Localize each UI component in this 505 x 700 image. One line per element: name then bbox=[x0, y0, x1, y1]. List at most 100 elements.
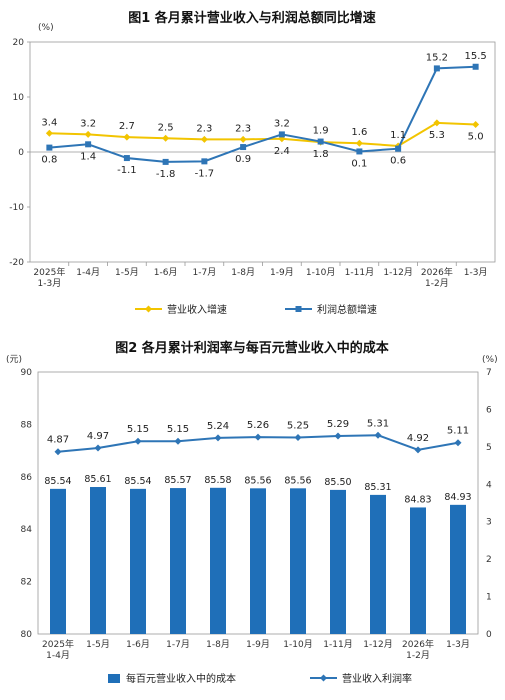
chart1-profit-point bbox=[433, 65, 440, 72]
chart2-cost-data-label: 85.50 bbox=[324, 477, 351, 488]
chart2-margin-point bbox=[454, 439, 462, 447]
chart2-margin-point bbox=[54, 448, 62, 456]
chart2-y-left-tick-label: 86 bbox=[21, 473, 33, 483]
chart2-y-right-tick-label: 1 bbox=[486, 593, 492, 603]
chart2-cost-bar bbox=[130, 488, 146, 634]
chart1-revenue-data-label: 2.4 bbox=[274, 146, 290, 157]
chart2-margin-point bbox=[134, 437, 142, 445]
chart1-profit-point bbox=[85, 141, 92, 148]
chart2-margin-data-label: 5.25 bbox=[287, 421, 309, 432]
chart1-x-tick-label: 1-6月 bbox=[154, 267, 178, 278]
chart1-y-tick-label: 20 bbox=[13, 38, 25, 48]
chart2-y-right-tick-label: 5 bbox=[486, 443, 492, 453]
chart2-cost-data-label: 85.56 bbox=[244, 475, 271, 486]
chart1-revenue-point bbox=[45, 129, 53, 137]
chart2-x-tick-label: 1-5月 bbox=[86, 639, 110, 650]
chart2-cost-data-label: 85.58 bbox=[204, 475, 231, 486]
chart2-cost-data-label: 84.83 bbox=[404, 494, 431, 505]
chart1-profit-data-label: 0.8 bbox=[41, 155, 57, 166]
chart1-profit-point bbox=[278, 131, 285, 138]
chart2-cost-data-label: 85.56 bbox=[284, 475, 311, 486]
chart2-y-right-tick-label: 4 bbox=[486, 480, 492, 490]
chart1-x-tick-label: 1-3月 bbox=[464, 267, 488, 278]
chart1-y-tick-label: -10 bbox=[9, 203, 24, 213]
chart2-margin-point bbox=[334, 432, 342, 440]
chart1-legend-label-profit: 利润总额增速 bbox=[317, 303, 377, 316]
chart1-profit-point bbox=[162, 158, 169, 165]
chart2-cost-bar bbox=[250, 488, 266, 634]
chart2-legend-label-cost: 每百元营业收入中的成本 bbox=[126, 672, 236, 685]
chart2-cost-data-label: 85.54 bbox=[44, 476, 71, 487]
chart1-profit-point bbox=[46, 144, 53, 151]
chart2-margin-point bbox=[214, 434, 222, 442]
chart1-series bbox=[45, 63, 480, 165]
chart1-profit-data-label: 0.1 bbox=[351, 158, 367, 169]
chart1-revenue-data-label: 3.4 bbox=[41, 117, 57, 128]
chart1-revenue-data-label: 2.7 bbox=[119, 121, 135, 132]
chart1-y-tick-label: 10 bbox=[13, 93, 25, 103]
chart2-cost-bar bbox=[50, 488, 66, 634]
chart2-margin-data-label: 4.92 bbox=[407, 433, 429, 444]
chart1-revenue-point bbox=[472, 121, 480, 128]
chart1-profit-data-label: -1.7 bbox=[195, 168, 215, 179]
chart2-legend-swatch-cost bbox=[108, 674, 120, 683]
chart2-cost-bar bbox=[330, 489, 346, 634]
chart2-x-tick-label: 1-10月 bbox=[283, 639, 312, 650]
chart2-cost-bar bbox=[90, 487, 106, 634]
chart1-profit-point bbox=[240, 144, 247, 151]
chart2-cost-data-label: 85.61 bbox=[84, 474, 111, 485]
chart1-revenue-point bbox=[355, 139, 363, 147]
chart1-profit-data-label: 15.5 bbox=[464, 51, 486, 62]
chart1-revenue-point bbox=[162, 134, 170, 142]
chart2-y-right-tick-label: 6 bbox=[486, 405, 492, 415]
chart2-x-tick-label: 1-7月 bbox=[166, 639, 190, 650]
chart1-profit-data-label: 1.9 bbox=[313, 126, 329, 137]
chart2-cost-bar bbox=[290, 488, 306, 634]
chart2-cost-bar bbox=[370, 494, 386, 634]
chart1-revenue-point bbox=[433, 119, 441, 127]
chart1-legend-label-revenue: 营业收入增速 bbox=[167, 303, 227, 316]
chart2-y-right-tick-label: 7 bbox=[486, 368, 492, 378]
chart1-profit-point bbox=[356, 148, 363, 155]
chart2-margin-data-label: 5.26 bbox=[247, 420, 269, 431]
chart2-x-tick-label: 1-8月 bbox=[206, 639, 230, 650]
chart1-revenue-data-label: 5.3 bbox=[429, 130, 445, 141]
chart2-line bbox=[54, 431, 462, 456]
chart2-cost-data-label: 84.93 bbox=[444, 492, 471, 503]
chart1-profit-data-label: 15.2 bbox=[426, 52, 448, 63]
chart1-x-ticks: 2025年 1-3月 1-4月 1-5月 1-6月 1-7月 1-8月 1-9月 1-10月 1-… bbox=[33, 262, 487, 289]
chart1-profit-point bbox=[123, 155, 130, 162]
chart1-x-tick-label: 2026年 1-2月 bbox=[421, 266, 453, 289]
chart2-bars bbox=[50, 487, 466, 634]
chart1-revenue-point bbox=[84, 130, 92, 138]
chart1-revenue-data-label: 5.0 bbox=[468, 132, 484, 143]
chart2-data-labels: 85.54 85.61 85.54 85.57 85.58 85.56 85.56 85.50… bbox=[44, 418, 471, 505]
chart1-legend-marker-revenue bbox=[145, 305, 152, 313]
chart2-margin-point bbox=[294, 434, 302, 441]
chart2-margin-point bbox=[94, 444, 102, 452]
chart2-y-right-tick-label: 2 bbox=[486, 555, 492, 565]
chart1-revenue-point bbox=[200, 135, 208, 143]
chart1-revenue-line bbox=[49, 121, 476, 147]
chart2-x-tick-label: 1-12月 bbox=[363, 639, 392, 650]
chart1-revenue-data-label: 2.3 bbox=[235, 123, 251, 134]
chart2-y-left-tick-label: 82 bbox=[21, 578, 32, 588]
chart2-legend-label-margin: 营业收入利润率 bbox=[342, 672, 412, 685]
chart1-profit-data-label: -1.8 bbox=[156, 169, 176, 180]
chart1-x-tick-label: 1-9月 bbox=[270, 267, 294, 278]
chart1-profit-data-label: -1.1 bbox=[117, 165, 137, 176]
chart1-profit-line bbox=[49, 65, 476, 163]
chart2-cost-bar bbox=[450, 504, 466, 634]
chart2-x-ticks: 2025年 1-4月 1-5月 1-6月 1-7月 1-8月 1-9月 1-10月 1-11月 1… bbox=[42, 638, 470, 661]
chart2-y-left-tick-label: 84 bbox=[21, 525, 33, 535]
chart2-y-left-tick-label: 88 bbox=[21, 420, 33, 430]
chart1-revenue-point bbox=[123, 133, 131, 141]
chart2-margin-data-label: 5.15 bbox=[127, 424, 149, 435]
chart2-x-tick-label: 2025年 1-4月 bbox=[42, 638, 74, 661]
chart1-x-tick-label: 1-4月 bbox=[76, 267, 100, 278]
chart2-margin-data-label: 4.87 bbox=[47, 435, 69, 446]
chart1-x-tick-label: 1-7月 bbox=[193, 267, 217, 278]
chart2-y-right-tick-label: 0 bbox=[486, 630, 492, 640]
chart2-x-tick-label: 1-9月 bbox=[246, 639, 270, 650]
